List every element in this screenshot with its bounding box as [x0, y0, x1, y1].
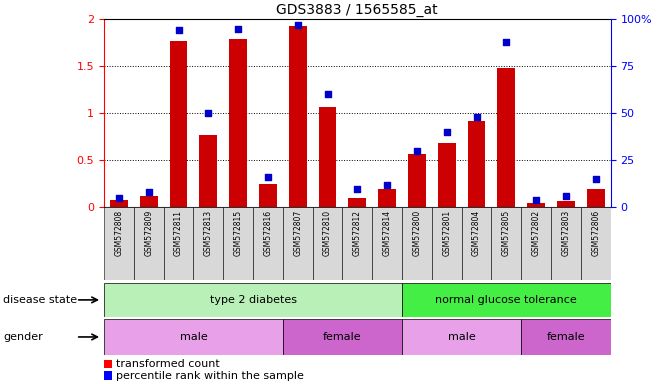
Bar — [557, 201, 575, 207]
Title: GDS3883 / 1565585_at: GDS3883 / 1565585_at — [276, 3, 438, 17]
Bar — [586, 189, 605, 207]
Bar — [110, 200, 128, 207]
Bar — [402, 207, 432, 280]
Point — [322, 91, 333, 98]
Bar — [348, 198, 366, 207]
Bar — [342, 207, 372, 280]
Point — [173, 27, 184, 33]
Bar — [527, 203, 545, 207]
Text: type 2 diabetes: type 2 diabetes — [209, 295, 297, 305]
Bar — [140, 196, 158, 207]
Text: GSM572816: GSM572816 — [264, 210, 272, 256]
Bar — [229, 39, 247, 207]
Text: GSM572807: GSM572807 — [293, 210, 302, 256]
Bar — [313, 207, 342, 280]
Bar — [282, 319, 402, 355]
Point — [144, 189, 154, 195]
Bar — [402, 283, 611, 317]
Bar — [104, 283, 402, 317]
Point — [442, 129, 452, 135]
Bar — [402, 319, 521, 355]
Bar — [462, 207, 491, 280]
Text: GSM572804: GSM572804 — [472, 210, 481, 256]
Bar — [170, 41, 187, 207]
Point — [352, 185, 362, 192]
Bar — [104, 371, 112, 380]
Bar — [104, 360, 112, 368]
Point — [233, 26, 244, 32]
Point — [590, 176, 601, 182]
Text: normal glucose tolerance: normal glucose tolerance — [435, 295, 577, 305]
Bar — [289, 26, 307, 207]
Text: GSM572813: GSM572813 — [204, 210, 213, 256]
Text: percentile rank within the sample: percentile rank within the sample — [116, 371, 304, 381]
Bar — [104, 319, 282, 355]
Point — [560, 193, 571, 199]
Bar — [581, 207, 611, 280]
Text: GSM572814: GSM572814 — [382, 210, 392, 256]
Point — [293, 22, 303, 28]
Bar — [497, 68, 515, 207]
Bar — [259, 184, 277, 207]
Bar — [521, 319, 611, 355]
Point — [471, 114, 482, 120]
Point — [203, 110, 213, 116]
Text: male: male — [448, 332, 476, 342]
Text: female: female — [323, 332, 362, 342]
Text: GSM572805: GSM572805 — [502, 210, 511, 256]
Bar — [468, 121, 485, 207]
Point — [113, 195, 124, 201]
Bar — [199, 135, 217, 207]
Text: GSM572810: GSM572810 — [323, 210, 332, 256]
Bar — [253, 207, 282, 280]
Bar — [491, 207, 521, 280]
Text: GSM572802: GSM572802 — [531, 210, 541, 256]
Bar — [282, 207, 313, 280]
Bar — [193, 207, 223, 280]
Text: male: male — [180, 332, 207, 342]
Text: GSM572803: GSM572803 — [562, 210, 570, 256]
Text: female: female — [547, 332, 585, 342]
Bar — [551, 207, 581, 280]
Bar — [437, 143, 456, 207]
Text: GSM572815: GSM572815 — [234, 210, 243, 256]
Text: GSM572809: GSM572809 — [144, 210, 153, 256]
Text: transformed count: transformed count — [116, 359, 220, 369]
Point — [531, 197, 541, 203]
Text: GSM572812: GSM572812 — [353, 210, 362, 255]
Point — [501, 39, 512, 45]
Bar — [104, 207, 134, 280]
Bar — [408, 154, 426, 207]
Bar — [319, 107, 336, 207]
Bar — [378, 189, 396, 207]
Point — [382, 182, 393, 188]
Text: GSM572806: GSM572806 — [591, 210, 601, 256]
Text: GSM572811: GSM572811 — [174, 210, 183, 255]
Text: disease state: disease state — [3, 295, 77, 305]
Bar — [164, 207, 193, 280]
Bar — [521, 207, 551, 280]
Bar — [134, 207, 164, 280]
Bar — [432, 207, 462, 280]
Text: GSM572808: GSM572808 — [114, 210, 123, 256]
Bar — [223, 207, 253, 280]
Point — [411, 148, 422, 154]
Text: GSM572801: GSM572801 — [442, 210, 451, 256]
Text: GSM572800: GSM572800 — [413, 210, 421, 256]
Text: gender: gender — [3, 332, 43, 342]
Bar — [372, 207, 402, 280]
Point — [262, 174, 273, 180]
